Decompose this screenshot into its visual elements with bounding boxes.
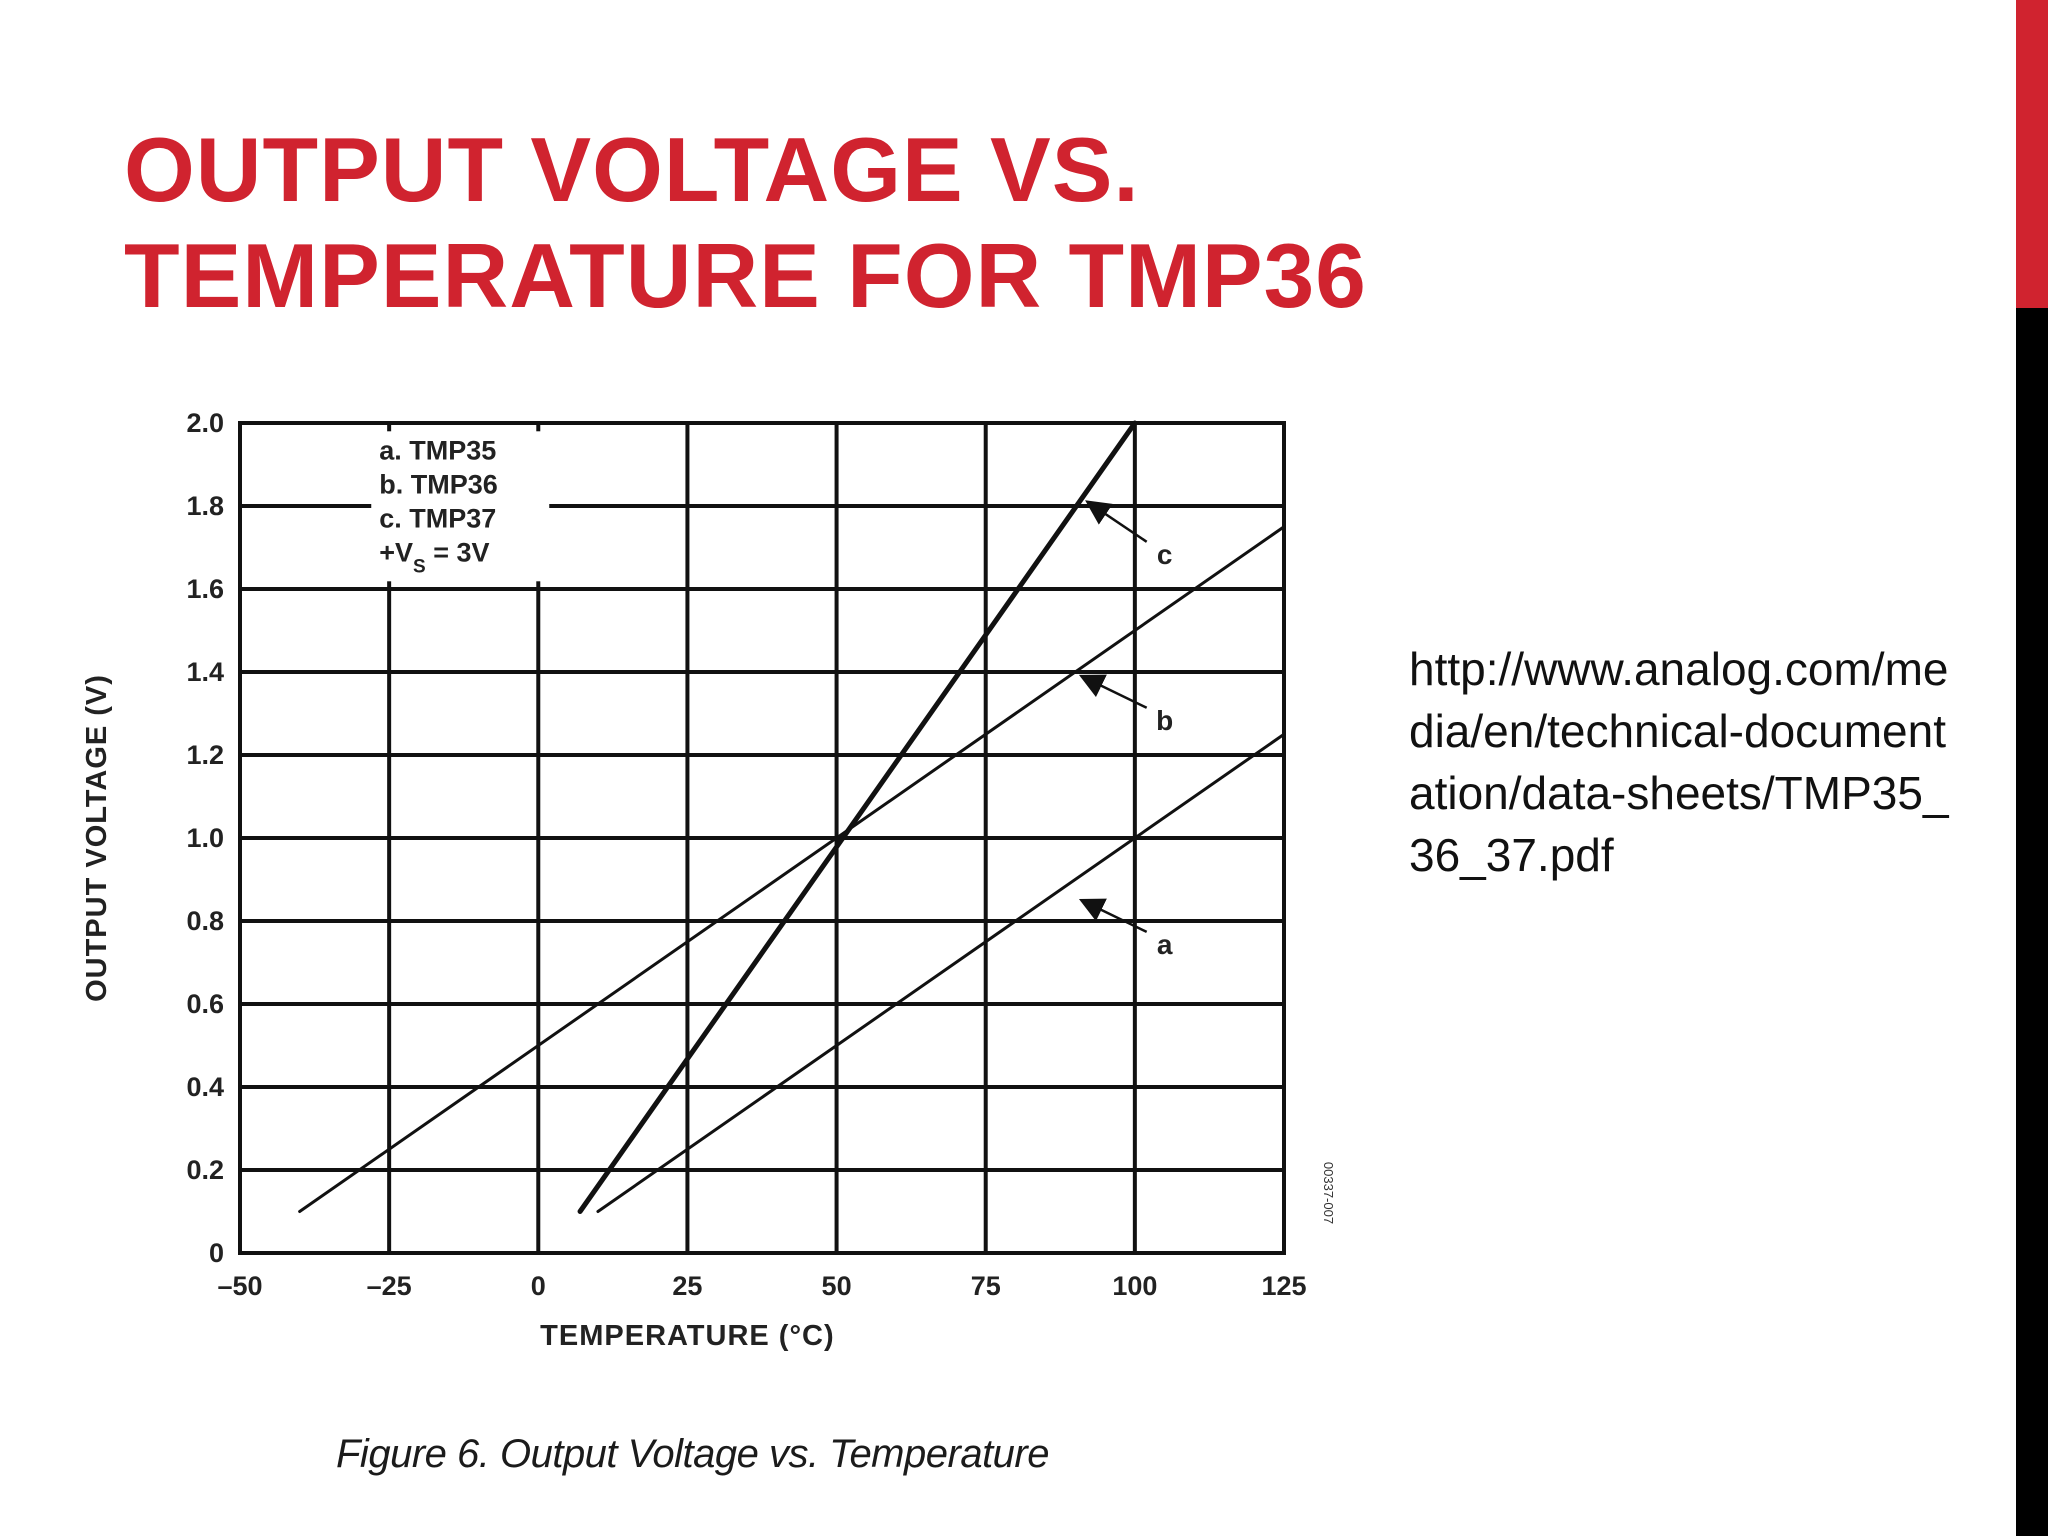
legend-supply-prefix: +V xyxy=(379,537,413,567)
slide-title-line-2: TEMPERATURE FOR TMP36 xyxy=(124,226,1367,327)
x-tick-label-1: –25 xyxy=(367,1271,412,1301)
x-axis-label: TEMPERATURE (°C) xyxy=(540,1320,835,1352)
legend-entry-c: c. TMP37 xyxy=(379,503,496,533)
legend-background xyxy=(371,431,550,582)
legend-supply-voltage: +VS = 3V xyxy=(379,537,489,577)
figure-caption: Figure 6. Output Voltage vs. Temperature xyxy=(336,1432,1050,1476)
x-tick-label-5: 75 xyxy=(971,1271,1001,1301)
y-tick-label-2: 0.4 xyxy=(186,1072,224,1102)
legend-supply-sub: S xyxy=(413,556,426,577)
y-tick-label-1: 0.2 xyxy=(186,1155,224,1185)
y-tick-label-0: 0 xyxy=(209,1238,224,1268)
y-tick-label-3: 0.6 xyxy=(186,989,224,1019)
series-label-a: a xyxy=(1157,929,1173,960)
source-url: http://www.analog.com/media/en/technical… xyxy=(1409,643,1949,881)
plot-frame xyxy=(238,421,1286,1255)
x-tick-label-4: 50 xyxy=(822,1271,852,1301)
slide-title-line-1: OUTPUT VOLTAGE VS. xyxy=(124,120,1140,221)
y-tick-label-7: 1.4 xyxy=(186,657,224,687)
y-axis-label: OUTPUT VOLTAGE (V) xyxy=(81,674,113,1002)
accent-bar-red xyxy=(2016,0,2048,308)
y-tick-label-5: 1.0 xyxy=(186,823,224,853)
series-line-a xyxy=(596,732,1286,1213)
x-tick-label-2: 0 xyxy=(531,1271,546,1301)
y-tick-label-9: 1.8 xyxy=(186,491,224,521)
legend-supply-suffix: = 3V xyxy=(426,537,490,567)
slide-title: OUTPUT VOLTAGE VS. TEMPERATURE FOR TMP36 xyxy=(124,118,1724,330)
legend-entry-b: b. TMP36 xyxy=(379,469,498,499)
y-tick-label-8: 1.6 xyxy=(186,574,224,604)
legend-entry-a: a. TMP35 xyxy=(379,435,496,465)
x-tick-label-0: –50 xyxy=(217,1271,262,1301)
series-line-c xyxy=(577,420,1138,1214)
y-tick-label-6: 1.2 xyxy=(186,740,224,770)
y-tick-label-4: 0.8 xyxy=(186,906,224,936)
series-label-b: b xyxy=(1156,705,1173,736)
series-label-c: c xyxy=(1157,539,1173,570)
x-tick-label-7: 125 xyxy=(1261,1271,1306,1301)
chart-grid xyxy=(238,421,1286,1255)
x-tick-label-3: 25 xyxy=(672,1271,702,1301)
series-pointer-c xyxy=(1085,500,1148,543)
series-line-b xyxy=(298,525,1286,1213)
chart-legend: a. TMP35 b. TMP36 c. TMP37 +VS = 3V xyxy=(371,431,550,582)
accent-bar-black xyxy=(2016,308,2048,1536)
chart-tick-labels: –50 –25 0 25 50 75 100 125 0 0.2 0.4 0.6 0.8 1.0 1.2 1.… xyxy=(186,408,1306,1301)
chart-series: a b c xyxy=(298,420,1286,1214)
series-pointer-a xyxy=(1078,898,1148,934)
figure-code: 00337-007 xyxy=(1321,1162,1336,1224)
series-pointer-b xyxy=(1078,674,1148,709)
y-tick-label-10: 2.0 xyxy=(186,408,224,438)
x-tick-label-6: 100 xyxy=(1112,1271,1157,1301)
